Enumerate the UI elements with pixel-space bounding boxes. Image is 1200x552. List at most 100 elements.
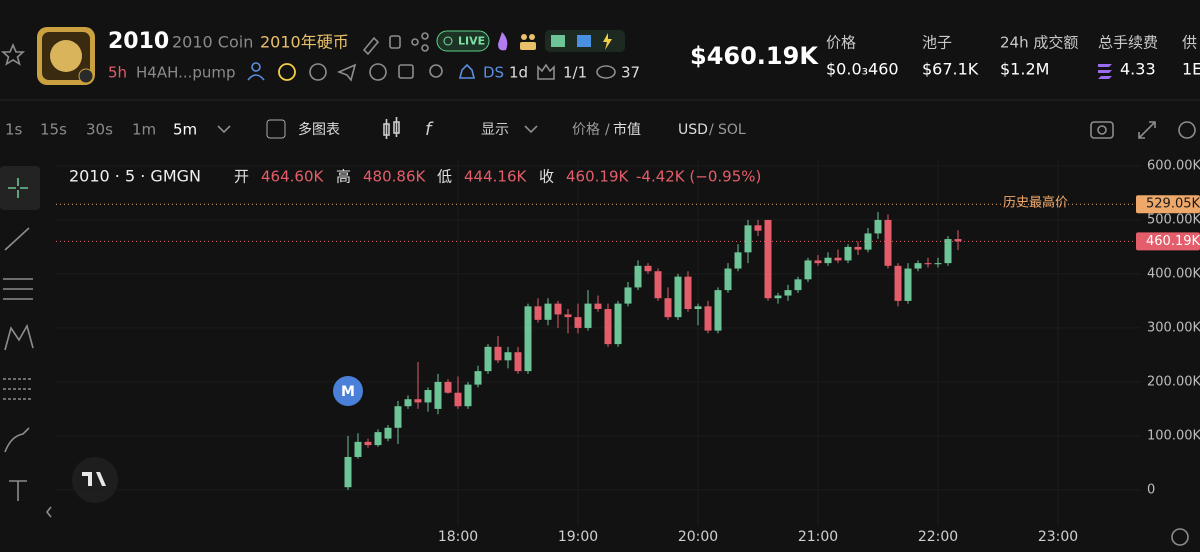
candle-body	[434, 381, 442, 409]
interval-option[interactable]: 1s	[5, 121, 23, 139]
display-label[interactable]: 显示	[481, 122, 509, 138]
multi-chart-checkbox[interactable]	[266, 119, 286, 139]
search-icon[interactable]	[429, 64, 443, 78]
stat-label: 总手续费	[1098, 34, 1158, 52]
pattern-tool[interactable]	[4, 323, 34, 351]
warning-icon[interactable]	[278, 63, 296, 81]
badge-3	[603, 33, 612, 50]
candle-body	[634, 265, 642, 288]
share-icon[interactable]	[411, 32, 429, 52]
note-icon[interactable]	[398, 64, 414, 79]
favorite-star[interactable]	[0, 42, 26, 66]
collapse-tools[interactable]	[45, 506, 52, 518]
y-tick-label: 600.00K	[1147, 158, 1200, 173]
settings-icon[interactable]	[1178, 121, 1196, 139]
ohlc-change: -4.42K (−0.95%)	[636, 168, 761, 186]
toggle-slash: /	[709, 122, 714, 138]
stat-label: 24h 成交额	[1000, 34, 1078, 52]
copy-icon[interactable]	[389, 35, 401, 49]
candle-body	[684, 276, 692, 310]
ath-label: 历史最高价	[1003, 195, 1068, 211]
candle-body	[494, 346, 502, 361]
x-icon[interactable]	[369, 63, 387, 81]
projection-tool[interactable]	[3, 378, 33, 400]
candle-body	[394, 406, 402, 428]
y-tick-label: 200.00K	[1147, 374, 1200, 389]
x-tick-label: 20:00	[678, 529, 718, 545]
ohlc-value: 460.19K	[566, 168, 629, 186]
views: 37	[621, 64, 640, 82]
candle-body	[854, 246, 862, 250]
event-marker-label: M	[341, 384, 355, 400]
candle-body	[744, 225, 752, 253]
candle-body	[874, 219, 882, 234]
crosshair-tool[interactable]	[8, 178, 28, 198]
candle-body	[724, 268, 732, 291]
multi-chart-label[interactable]: 多图表	[298, 121, 340, 138]
candle-body	[784, 290, 792, 296]
event-marker[interactable]	[333, 376, 363, 406]
x-tick-label: 21:00	[798, 529, 838, 545]
edit-icon[interactable]	[362, 36, 380, 56]
interval-option[interactable]: 1m	[132, 121, 156, 139]
brush-tool[interactable]	[4, 427, 30, 453]
axis-settings-icon[interactable]	[1171, 528, 1189, 546]
trendline-tool[interactable]	[4, 227, 30, 251]
toggle-slash: /	[605, 122, 610, 138]
tradingview-mark	[82, 472, 106, 486]
sol-toggle[interactable]: SOL	[718, 122, 746, 138]
candle-body	[774, 295, 782, 299]
current-price: $460.19K	[690, 42, 819, 70]
chart-symbol: 2010 · 5 · GMGN	[69, 167, 201, 186]
candle-body	[514, 352, 522, 372]
candle-type-icon[interactable]	[383, 117, 400, 139]
live-badge[interactable]	[436, 30, 490, 52]
screenshot-icon[interactable]	[1090, 121, 1114, 139]
display-dropdown[interactable]	[524, 125, 538, 134]
token-address[interactable]: H4AH...pump	[136, 64, 236, 82]
dev-icon[interactable]	[247, 62, 265, 81]
text-tool[interactable]	[9, 480, 27, 501]
interval-dropdown[interactable]	[217, 125, 231, 134]
usd-toggle[interactable]: USD	[678, 122, 708, 138]
ds-label: DS	[483, 64, 504, 82]
fullscreen-icon[interactable]	[1138, 121, 1156, 139]
fib-tool[interactable]	[3, 278, 33, 300]
crown-icon	[537, 63, 555, 80]
interval-option[interactable]: 5m	[173, 121, 197, 139]
candle-body	[484, 346, 492, 372]
tradingview-logo[interactable]	[72, 457, 118, 503]
price-toggle[interactable]: 价格	[572, 122, 600, 138]
interval-option[interactable]: 30s	[86, 121, 113, 139]
candle-body	[694, 306, 702, 310]
website-icon[interactable]	[309, 63, 327, 81]
mcap-toggle[interactable]: 市值	[613, 121, 641, 138]
x-tick-label: 22:00	[918, 529, 958, 545]
edit-logo[interactable]	[78, 68, 94, 84]
candle-body	[404, 399, 412, 407]
token-age: 5h	[108, 64, 127, 82]
token-name: 2010	[108, 29, 169, 54]
candle-body	[534, 306, 542, 320]
eye-icon	[596, 65, 616, 79]
indicator-icon[interactable]: f	[425, 119, 434, 140]
telegram-icon[interactable]	[336, 63, 357, 82]
candle-body	[554, 303, 562, 315]
candle-body	[734, 252, 742, 269]
candle-body	[664, 298, 672, 318]
candle-body	[934, 263, 942, 265]
candle-body	[364, 441, 372, 446]
stat-label: 供	[1182, 34, 1197, 52]
plot	[56, 160, 1140, 525]
hat-icon[interactable]	[458, 63, 476, 79]
stat-value: 1E	[1182, 60, 1200, 79]
candle-body	[444, 381, 452, 393]
sol-icon	[1098, 64, 1112, 79]
ohlc-name: 开	[234, 168, 249, 186]
interval-option[interactable]: 15s	[40, 121, 67, 139]
candle-body	[804, 260, 812, 280]
candle-body	[714, 290, 722, 331]
y-tick-label: 400.00K	[1147, 266, 1200, 281]
